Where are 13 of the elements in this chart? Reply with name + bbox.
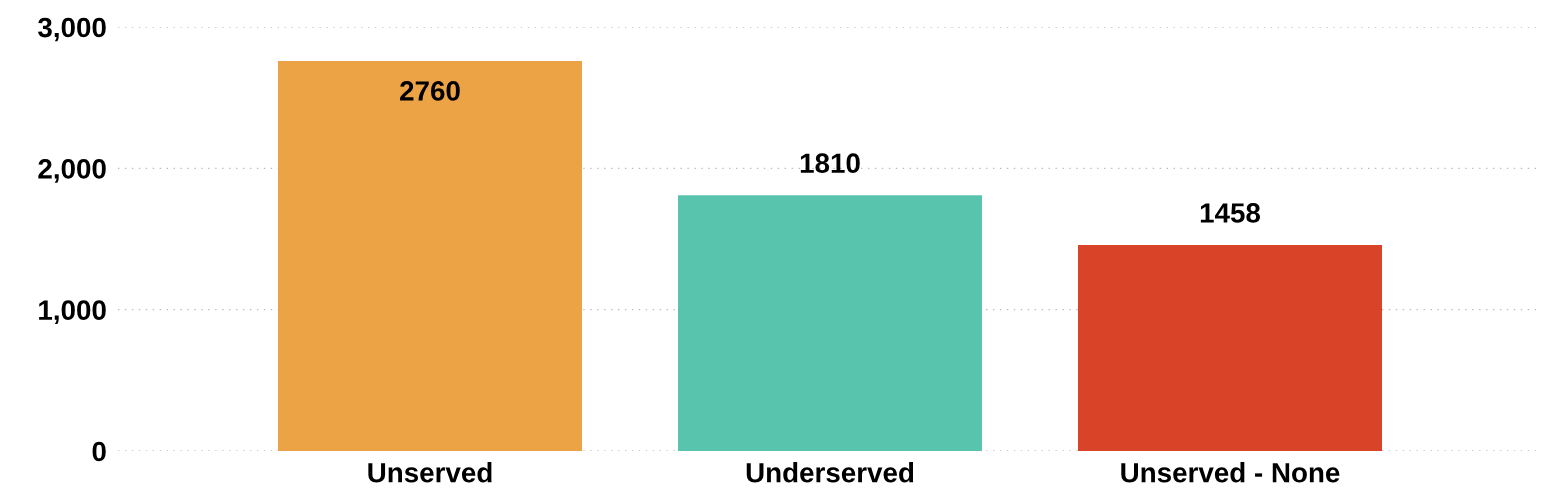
x-tick-label: Underserved: [746, 462, 914, 483]
bar: [678, 195, 982, 451]
x-tick-label: Unserved: [368, 462, 492, 483]
bar: [1078, 244, 1382, 451]
data-label: 2760: [400, 81, 460, 101]
bar: [278, 60, 582, 451]
y-tick-label: 0: [92, 441, 106, 462]
data-label: 1810: [800, 153, 860, 174]
y-tick-label: 2,000: [38, 159, 106, 183]
y-tick-label: 1,000: [39, 300, 106, 325]
data-label: 1458: [1200, 203, 1261, 223]
y-tick-label: 3,000: [38, 17, 106, 42]
x-tick-label: Unserved - None: [1121, 462, 1340, 483]
